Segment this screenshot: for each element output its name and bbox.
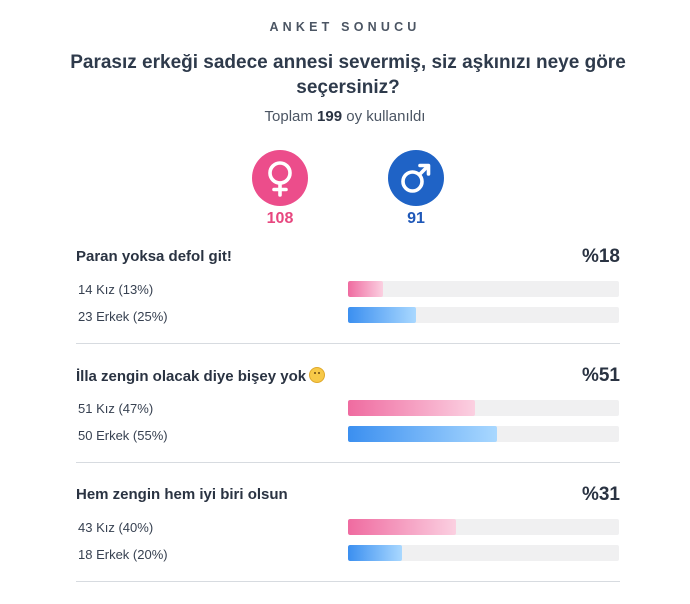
male-result-label: 23 Erkek (25%): [78, 309, 168, 324]
female-result-bar: [348, 519, 619, 535]
female-bar-fill: [348, 400, 476, 416]
option-title: İlla zengin olacak diye bişey yok: [76, 367, 326, 385]
poll-option: İlla zengin olacak diye bişey yok %51 51…: [76, 365, 620, 467]
male-bar-fill: [348, 307, 416, 323]
male-bar-fill: [348, 426, 498, 442]
male-result-bar: [348, 307, 619, 323]
female-result-label: 51 Kız (47%): [78, 401, 154, 416]
option-percent: %51: [581, 365, 620, 386]
total-votes-line: Toplam 199 oy kullanıldı: [0, 108, 690, 125]
option-title: Paran yoksa defol git!: [76, 248, 232, 265]
male-bar-fill: [348, 545, 403, 561]
female-bar-fill: [348, 519, 457, 535]
option-percent: %31: [581, 484, 620, 505]
female-result-label: 43 Kız (40%): [78, 520, 154, 535]
option-divider: [76, 581, 620, 582]
female-result-bar: [348, 281, 619, 297]
male-result-bar: [348, 545, 619, 561]
total-votes-count: 199: [317, 108, 343, 125]
smiley-emoji-icon: [309, 367, 326, 383]
female-result-bar: [348, 400, 619, 416]
total-prefix: Toplam: [264, 108, 313, 125]
male-vote-count: 91: [407, 210, 425, 227]
male-symbol-icon: [388, 150, 444, 206]
female-symbol-icon: [252, 150, 308, 206]
option-divider: [76, 462, 620, 463]
option-title: Hem zengin hem iyi biri olsun: [76, 486, 288, 503]
section-kicker: ANKET SONUCU: [269, 20, 421, 34]
option-percent: %18: [581, 246, 620, 267]
poll-option: Paran yoksa defol git! %18 14 Kız (13%) …: [76, 246, 620, 348]
female-bar-fill: [348, 281, 384, 297]
female-vote-count: 108: [266, 210, 294, 227]
option-divider: [76, 343, 620, 344]
male-result-label: 18 Erkek (20%): [78, 547, 168, 562]
male-result-label: 50 Erkek (55%): [78, 428, 168, 443]
total-suffix: oy kullanıldı: [346, 108, 426, 125]
female-result-label: 14 Kız (13%): [78, 282, 154, 297]
poll-question: Parasız erkeği sadece annesi severmiş, s…: [70, 52, 626, 98]
option-title-text: İlla zengin olacak diye bişey yok: [76, 368, 307, 385]
poll-option: Hem zengin hem iyi biri olsun %31 43 Kız…: [76, 484, 620, 586]
male-result-bar: [348, 426, 619, 442]
